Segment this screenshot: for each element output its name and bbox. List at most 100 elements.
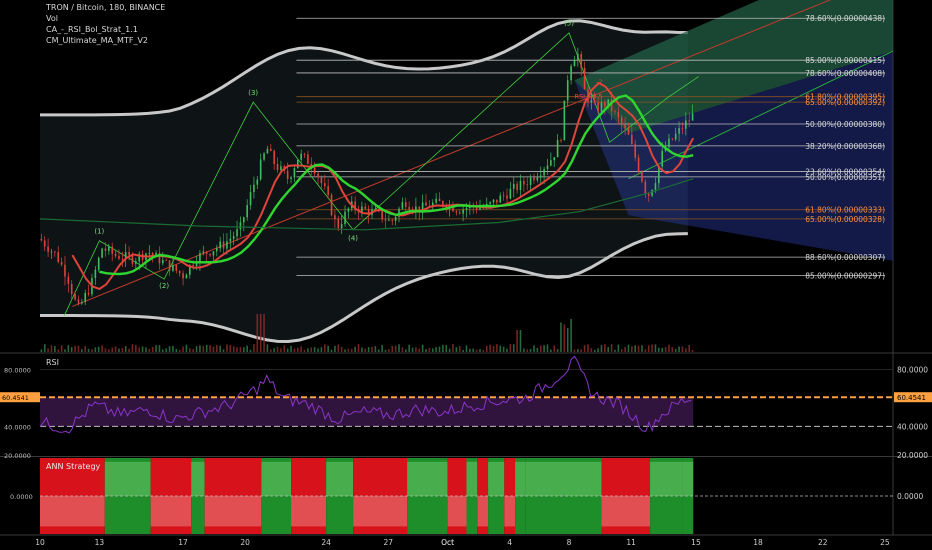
volume-bar — [283, 345, 286, 352]
rsi-left-tick-label: 40.0000 — [4, 423, 31, 431]
candle-body — [668, 138, 670, 148]
volume-bar — [661, 347, 664, 352]
volume-bar — [97, 346, 100, 352]
volume-bar — [556, 349, 559, 352]
volume-bar — [337, 344, 340, 352]
candle-body — [276, 163, 279, 170]
rsi-left-tick-label: 80.0000 — [4, 366, 31, 374]
candle-body — [681, 128, 684, 129]
candle-body — [624, 124, 626, 129]
volume-bar — [388, 349, 390, 352]
wave-label: (3) — [248, 89, 258, 97]
volume-bar — [482, 349, 485, 352]
volume-bar — [448, 348, 451, 352]
candle-body — [492, 199, 495, 203]
ann-signal-area — [291, 496, 327, 527]
ann-left-tick-label: 0.0000 — [10, 493, 33, 501]
volume-bar — [516, 330, 518, 352]
x-tick-label: 18 — [753, 538, 763, 547]
candle-body — [340, 224, 343, 229]
candle-body — [239, 222, 242, 230]
volume-bar — [313, 347, 316, 352]
volume-bar — [162, 349, 164, 352]
volume-bar — [651, 344, 653, 352]
candle-body — [175, 264, 178, 271]
volume-bar — [668, 344, 670, 352]
candle-body — [209, 253, 211, 256]
fib-label: 85.00%(0.00000415) — [805, 56, 885, 65]
volume-bar — [229, 345, 232, 352]
candle-body — [610, 99, 613, 112]
candle-body — [148, 253, 151, 254]
volume-bar — [168, 346, 171, 352]
fib-label: 78.60%(0.00000408) — [805, 69, 885, 78]
volume-bar — [394, 345, 397, 352]
candle-body — [131, 255, 134, 264]
candle-body — [124, 252, 127, 260]
candle-body — [570, 66, 572, 81]
volume-bar — [307, 348, 309, 352]
candle-body — [135, 261, 137, 264]
volume-bar — [634, 345, 637, 352]
volume-bar — [398, 344, 400, 352]
volume-bar — [219, 345, 221, 352]
volume-bar — [141, 346, 144, 352]
candle-body — [253, 184, 255, 193]
x-tick-label: 10 — [35, 538, 45, 547]
wave-label: (5) — [564, 20, 574, 28]
volume-bar — [560, 322, 562, 352]
volume-bar — [617, 344, 620, 352]
candle-body — [317, 173, 319, 178]
candle-body — [607, 99, 610, 107]
volume-bar — [300, 346, 302, 352]
volume-bar — [178, 349, 181, 352]
candle-body — [246, 205, 248, 218]
ann-signal-area — [515, 461, 526, 496]
volume-bar — [512, 344, 515, 352]
candle-body — [249, 192, 252, 206]
rsi-left-value-label: 60.4541 — [2, 394, 29, 402]
rsi-value-label: 60.4541 — [897, 394, 926, 402]
candle-body — [560, 140, 562, 141]
rsi-tick-label: 20.0000 — [897, 451, 928, 460]
candle-body — [617, 111, 620, 118]
volume-bar — [81, 349, 83, 352]
volume-bar — [691, 349, 694, 352]
fib-label: 23.60%(0.00000354) — [805, 167, 885, 176]
volume-bar — [489, 344, 491, 352]
volume-bar — [428, 347, 431, 352]
candle-body — [226, 241, 228, 249]
candle-body — [243, 217, 245, 223]
candle-body — [593, 100, 596, 103]
candle-body — [458, 212, 461, 214]
candle-body — [475, 206, 478, 210]
candle-body — [70, 283, 73, 294]
candle-body — [367, 208, 370, 215]
candle-body — [566, 80, 569, 101]
volume-bar — [526, 349, 529, 352]
volume-bar — [151, 346, 154, 352]
candle-body — [114, 253, 117, 256]
volume-bar — [590, 348, 593, 352]
volume-bar — [614, 349, 616, 352]
candle-body — [232, 236, 235, 239]
candle-body — [658, 166, 660, 184]
volume-bar — [604, 344, 606, 352]
volume-bar — [94, 347, 97, 352]
candle-body — [620, 117, 623, 125]
candle-body — [502, 195, 505, 197]
candle-body — [384, 219, 387, 221]
volume-bar — [148, 348, 151, 352]
candle-body — [404, 202, 407, 208]
volume-bar — [290, 345, 292, 352]
trendline-green — [628, 50, 894, 180]
volume-bar — [469, 348, 471, 352]
volume-bar — [118, 348, 120, 352]
candle-body — [597, 102, 599, 112]
volume-bar — [64, 349, 66, 352]
volume-bar — [438, 346, 441, 352]
ma-long — [39, 178, 694, 231]
volume-bar — [236, 347, 238, 352]
volume-bar — [40, 349, 43, 352]
